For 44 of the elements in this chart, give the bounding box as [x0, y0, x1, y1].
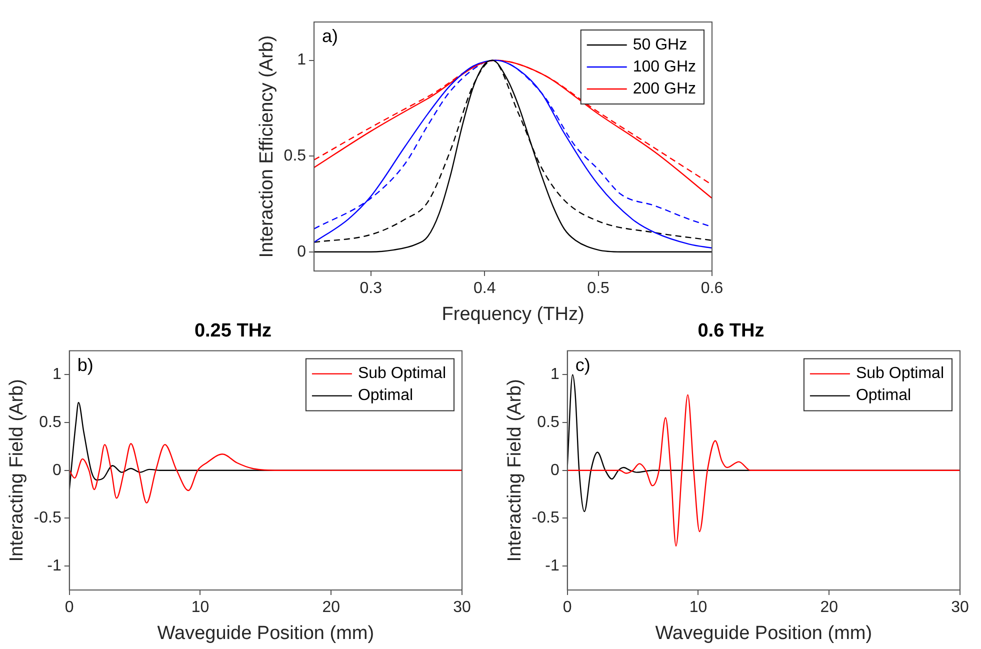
y-tick-label: 1 [297, 52, 306, 69]
y-tick-label: 0.5 [537, 414, 560, 431]
y-tick-label: -1 [47, 557, 62, 574]
x-tick-label: 0 [562, 599, 572, 616]
legend-label: 50 GHz [632, 36, 688, 54]
x-tick-label: 20 [820, 599, 838, 616]
x-tick-label: 30 [951, 599, 969, 616]
legend-label: Optimal [358, 387, 414, 404]
x-tick-label: 20 [322, 599, 340, 616]
legend-label: 100 GHz [632, 58, 696, 76]
y-tick-label: 0.5 [284, 147, 306, 164]
annotation: c) [575, 354, 590, 375]
y-axis-title: Interacting Field (Arb) [6, 379, 28, 562]
line-series [69, 443, 462, 504]
annotation: a) [322, 26, 338, 46]
legend-label: Sub Optimal [856, 365, 944, 382]
y-tick-label: 1 [52, 366, 62, 384]
y-tick-label: 0 [550, 462, 560, 479]
y-tick-label: 0 [52, 462, 62, 479]
y-tick-label: 0.5 [39, 414, 62, 431]
y-tick-label: -0.5 [34, 510, 62, 527]
annotation: b) [77, 354, 94, 375]
x-tick-label: 0.3 [360, 280, 382, 298]
x-tick-label: 0.4 [473, 280, 496, 298]
legend-label: 200 GHz [632, 80, 696, 98]
x-tick-label: 0 [64, 599, 74, 616]
y-axis-title: Interaction Efficiency (Arb) [256, 35, 278, 258]
y-tick-label: -0.5 [532, 510, 560, 527]
chart-title: 0.6 THz [698, 320, 764, 342]
x-tick-label: 10 [191, 599, 210, 616]
x-tick-label: 10 [689, 599, 708, 616]
x-axis-title: Frequency (THz) [442, 304, 584, 325]
y-tick-label: -1 [545, 557, 560, 574]
chart-title: 0.25 THz [194, 320, 272, 342]
legend-label: Optimal [856, 387, 912, 404]
y-tick-label: 0 [297, 243, 306, 260]
x-axis-title: Waveguide Position (mm) [157, 622, 374, 644]
x-tick-label: 0.5 [587, 280, 610, 298]
y-axis-title: Interacting Field (Arb) [504, 379, 526, 562]
legend-label: Sub Optimal [358, 365, 446, 382]
y-tick-label: 1 [550, 366, 560, 384]
x-tick-label: 0.6 [700, 280, 724, 298]
x-tick-label: 30 [453, 599, 471, 616]
x-axis-title: Waveguide Position (mm) [655, 622, 872, 644]
